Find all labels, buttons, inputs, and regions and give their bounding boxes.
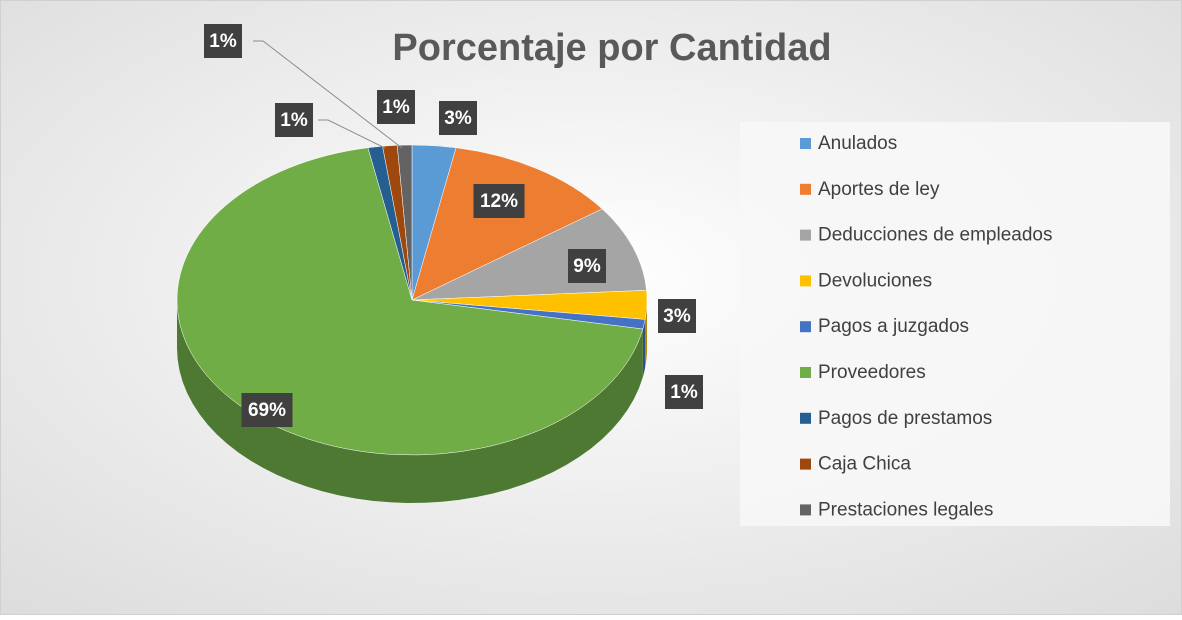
legend-swatch [800, 458, 811, 470]
data-label: 3% [444, 108, 472, 129]
data-label-box [241, 393, 293, 427]
slice-side [177, 300, 643, 503]
slice [396, 144, 413, 301]
legend-swatch [800, 138, 811, 149]
legend-swatch [800, 412, 811, 424]
data-label-box [665, 375, 703, 409]
legend-swatch [800, 275, 811, 287]
legend-swatch [800, 229, 811, 241]
data-label: 9% [573, 256, 601, 277]
leader-line [253, 40, 403, 149]
data-label: 69% [248, 400, 286, 421]
data-label-box [204, 24, 242, 58]
legend-swatch [800, 504, 811, 516]
data-label: 1% [670, 382, 698, 403]
data-label-box [473, 184, 525, 218]
legend-box [740, 122, 1170, 526]
legend-label: Proveedores [818, 362, 926, 383]
data-label: 1% [209, 31, 237, 52]
chart-title: Porcentaje por Cantidad [392, 27, 831, 69]
data-label: 1% [280, 110, 308, 131]
data-label-box [658, 299, 696, 333]
legend-swatch [800, 321, 811, 333]
data-label: 1% [382, 97, 410, 118]
data-label-box [377, 90, 415, 124]
legend-label: Anulados [818, 133, 897, 154]
data-label: 12% [480, 191, 518, 212]
legend-label: Aportes de ley [818, 179, 940, 200]
legend-swatch [800, 183, 811, 195]
data-label-box [568, 249, 606, 283]
legend-label: Devoluciones [818, 270, 932, 291]
legend-label: Deducciones de empleados [818, 225, 1053, 246]
data-label: 3% [663, 306, 691, 327]
legend-label: Pagos a juzgados [818, 316, 969, 337]
slice [411, 147, 603, 301]
leader-line [318, 119, 386, 149]
data-label-box [275, 103, 313, 137]
legend-label: Pagos de prestamos [818, 408, 992, 429]
data-label-box [439, 101, 477, 135]
legend-swatch [800, 367, 811, 378]
legend-label: Caja Chica [818, 454, 911, 475]
slice-side [642, 319, 646, 378]
legend-label: Prestaciones legales [818, 499, 993, 520]
